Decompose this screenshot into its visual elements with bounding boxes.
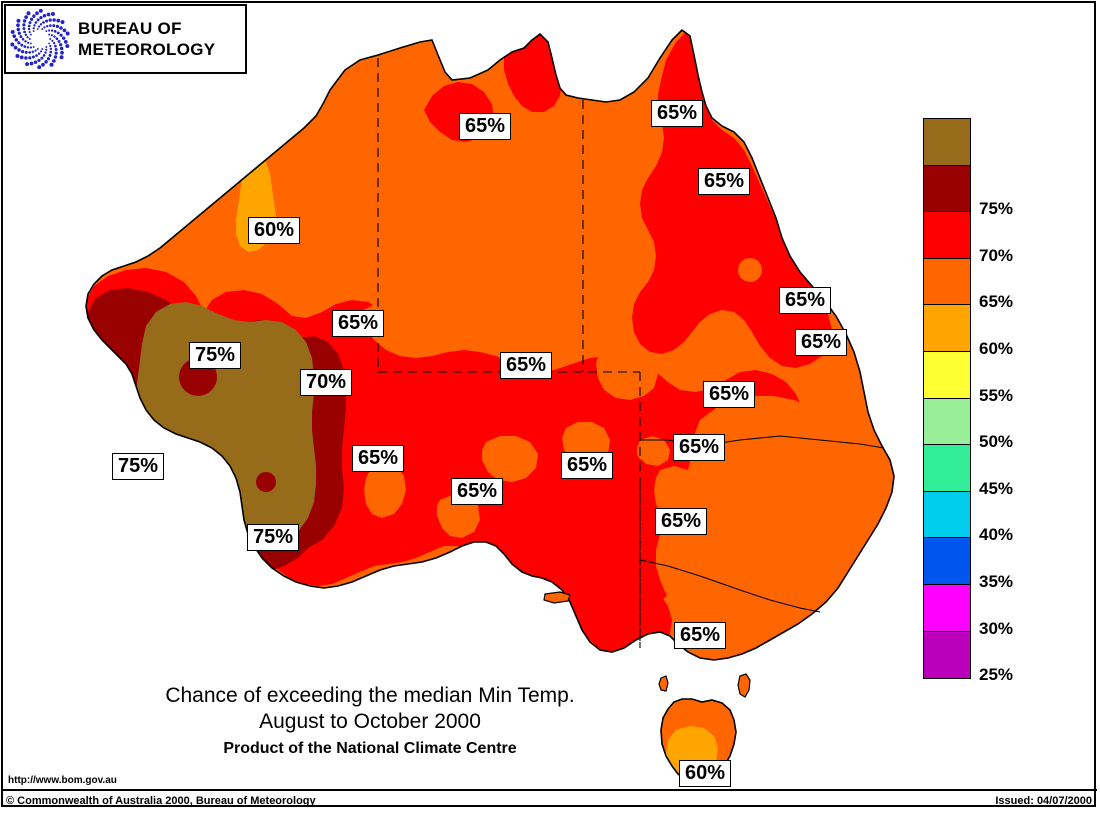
lobe-60-65-nullarbor [364,464,406,518]
contour-label-wa-south: 75% [247,524,300,551]
contour-label-qld-south-inland: 65% [673,434,726,461]
contour-label-cape-york-north: 65% [651,100,704,127]
issued-date: Issued: 04/07/2000 [995,795,1092,807]
logo-line-2: METEOROLOGY [78,40,216,59]
legend-swatch-40-45[interactable] [924,445,970,492]
legend-tick-30pct: 30% [979,618,1014,638]
contour-label-great-victoria-desert: 65% [352,445,405,472]
contour-label-cape-york-east: 65% [698,168,751,195]
caption-producer: Product of the National Climate Centre [223,740,517,757]
legend-swatch-below-25[interactable] [924,631,970,679]
legend-tick-70pct: 70% [979,245,1014,265]
legend-tick-75pct: 75% [979,199,1014,219]
contour-label-wa-west-coast: 75% [112,453,165,480]
probability-legend[interactable]: 75% 70% 65% 60% 55% 50% 45% 40% 35% 30% 25% [923,118,1013,684]
band-70-75-spot-south [256,472,276,492]
bom-logo-box: BUREAU OF METEOROLOGY [4,4,247,74]
legend-tick-55pct: 55% [979,385,1014,405]
contour-label-wa-interior-north: 75% [189,342,242,369]
contour-label-pilbara-inland: 65% [332,310,385,337]
legend-swatch-25-30[interactable] [924,584,970,632]
legend-tick-45pct: 45% [979,478,1014,498]
tasmania-king-island [658,675,669,692]
legend-swatch-30-35[interactable] [924,538,970,585]
bom-url[interactable]: http://www.bom.gov.au [8,775,117,786]
map-caption: Chance of exceeding the median Min Temp.… [110,683,630,761]
legend-swatch-70-75[interactable] [924,165,970,213]
copyright-notice: © Commonwealth of Australia 2000, Bureau… [6,795,316,807]
lobe-60-65-sa-spot [637,443,655,461]
band-65-70-arnhem [504,32,562,112]
state-borders [377,58,885,648]
legend-swatch-35-40[interactable] [924,491,970,539]
legend-tick-50pct: 50% [979,432,1014,452]
kangaroo-island [543,591,571,604]
legend-tick-35pct: 35% [979,572,1014,591]
tasmania-flinders-island [737,673,751,698]
contour-label-nullarbor: 65% [451,478,504,505]
legend-tick-60pct: 60% [979,339,1014,358]
contour-label-victoria-west: 65% [674,622,727,649]
legend-swatch-65-70[interactable] [924,212,970,259]
legend-colour-bar[interactable] [923,118,971,680]
contour-label-south-australia-north: 65% [561,452,614,479]
lobe-60-65-bight-edge [437,494,480,538]
contour-label-kimberley: 60% [248,217,301,244]
caption-period: August to October 2000 [259,710,481,733]
contour-label-north-of-darwin: 65% [459,113,512,140]
mainland-coastline [85,28,895,661]
legend-swatch-above-75[interactable] [924,119,970,166]
contour-label-nsw-west: 65% [655,508,708,535]
contour-label-central-australia: 65% [500,352,553,379]
legend-tick-65pct: 65% [979,292,1014,312]
legend-tick-25pct: 25% [979,665,1014,685]
bom-organisation-name: BUREAU OF METEOROLOGY [78,18,215,60]
contour-label-tasmania: 60% [679,760,732,787]
legend-swatch-45-50[interactable] [924,398,970,446]
legend-swatch-50-55[interactable] [924,351,970,399]
legend-swatch-55-60[interactable] [924,305,970,352]
border-nsw-vic [639,559,821,613]
logo-line-1: BUREAU OF [78,19,182,38]
caption-title: Chance of exceeding the median Min Temp. [165,684,575,707]
contour-label-qld-coast-central: 65% [795,329,848,356]
lobe-60-65-gvd [482,436,538,482]
legend-swatch-60-65[interactable] [924,258,970,306]
contour-label-wa-east-margin: 70% [300,369,353,396]
contour-label-qld-inland: 65% [703,381,756,408]
bom-spiral-logo-icon [10,9,70,69]
contour-label-qld-coast-north: 65% [779,287,832,314]
legend-tick-40pct: 40% [979,525,1014,545]
lobe-60-65-qld-spot [738,258,762,282]
footer-divider [3,789,1097,791]
